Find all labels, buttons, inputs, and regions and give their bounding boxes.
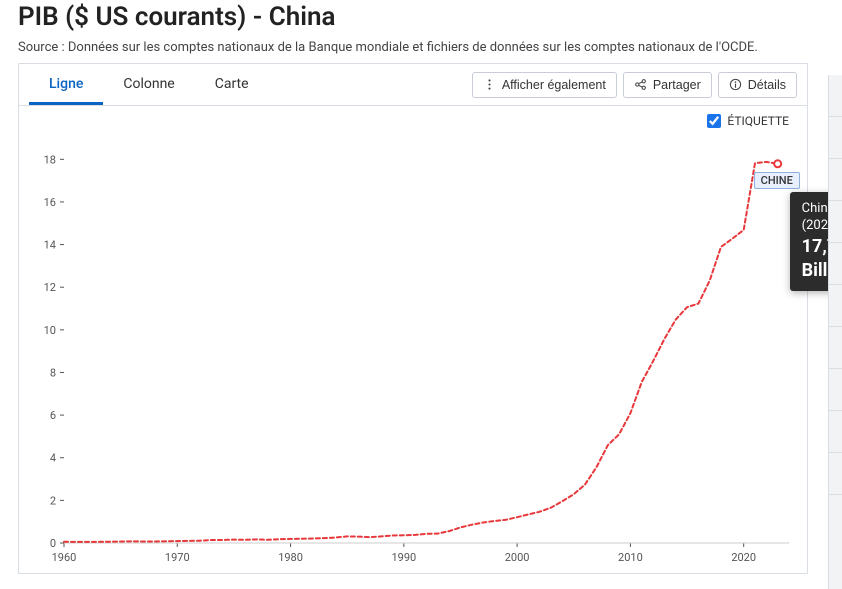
details-label: Détails (748, 78, 786, 92)
svg-text:6: 6 (50, 409, 56, 422)
svg-text:2020: 2020 (731, 551, 756, 564)
page-title: PIB ($ US courants) - China (0, 0, 842, 40)
info-icon (729, 78, 742, 91)
svg-text:1960: 1960 (52, 551, 77, 564)
chart-area: 0 2 4 6 8 10 12 14 16 18 1960 1970 1980 1990 2000 2010 2… (19, 128, 807, 573)
svg-text:2000: 2000 (505, 551, 530, 564)
svg-text:10: 10 (44, 324, 56, 337)
more-vertical-icon (483, 78, 496, 91)
svg-text:18: 18 (44, 153, 56, 166)
tab-column[interactable]: Colonne (103, 65, 194, 105)
share-icon (634, 78, 647, 91)
svg-text:1990: 1990 (391, 551, 416, 564)
svg-text:2: 2 (50, 494, 56, 507)
svg-text:1970: 1970 (165, 551, 190, 564)
share-label: Partager (653, 78, 701, 92)
chart-toolbar: Ligne Colonne Carte Afficher également P… (19, 64, 807, 106)
line-chart-svg: 0 2 4 6 8 10 12 14 16 18 1960 1970 1980 1990 2000 2010 2… (19, 128, 809, 573)
svg-text:4: 4 (50, 452, 56, 465)
svg-text:1980: 1980 (278, 551, 303, 564)
svg-text:2010: 2010 (618, 551, 643, 564)
svg-text:12: 12 (44, 281, 56, 294)
also-show-button[interactable]: Afficher également (472, 72, 617, 98)
svg-text:8: 8 (50, 366, 56, 379)
tab-map[interactable]: Carte (195, 65, 269, 105)
right-sidebar-strip (828, 75, 842, 589)
share-button[interactable]: Partager (623, 72, 712, 98)
source-line: Source : Données sur les comptes nationa… (0, 40, 842, 63)
series-label-chine[interactable]: CHINE (754, 172, 800, 189)
details-button[interactable]: Détails (718, 72, 797, 98)
chart-card: Ligne Colonne Carte Afficher également P… (18, 63, 808, 574)
tab-line[interactable]: Ligne (29, 65, 103, 105)
also-show-label: Afficher également (502, 78, 606, 92)
svg-text:0: 0 (50, 537, 56, 550)
svg-text:16: 16 (44, 196, 56, 209)
etiquette-label: ÉTIQUETTE (727, 114, 789, 128)
svg-text:14: 14 (44, 239, 56, 252)
etiquette-toggle-row: ÉTIQUETTE (19, 106, 807, 128)
etiquette-checkbox[interactable] (707, 114, 721, 128)
view-tabs: Ligne Colonne Carte (29, 65, 269, 105)
